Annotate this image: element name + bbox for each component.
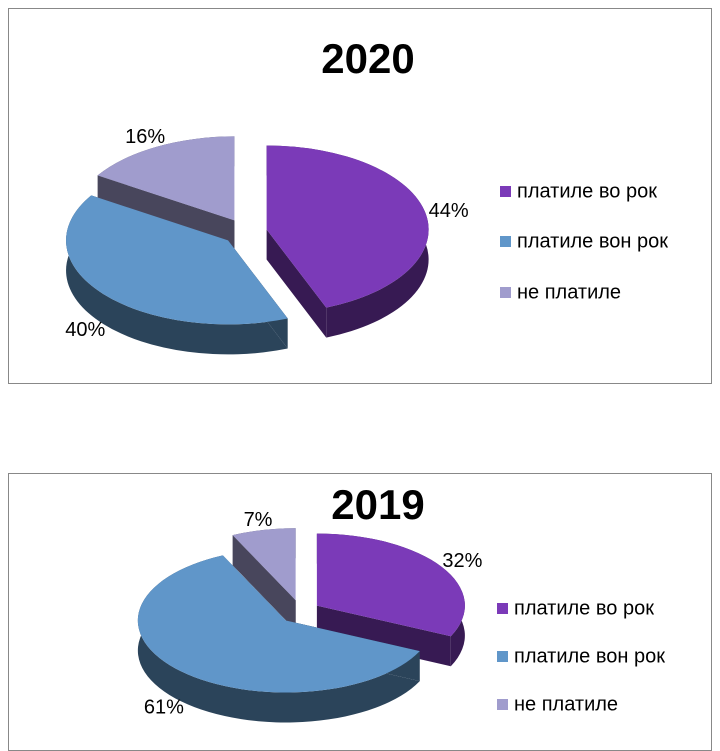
legend-swatch [500, 287, 511, 298]
data-label: 32% [442, 550, 482, 572]
data-label: 61% [144, 696, 184, 718]
data-label: 40% [65, 319, 105, 341]
pie-slice-side [66, 195, 288, 355]
pie-slice [316, 533, 465, 637]
legend-label: платиле вон рок [514, 645, 665, 667]
chart-title: 2019 [331, 481, 424, 528]
legend-label: не платиле [514, 693, 618, 715]
pie-tops [137, 528, 465, 693]
data-label: 16% [125, 126, 165, 148]
legend-label: платиле во рок [514, 597, 654, 619]
pie-slice [66, 195, 288, 325]
data-label: 44% [429, 200, 469, 222]
pie-slice [232, 528, 296, 601]
legend-swatch [500, 236, 511, 247]
pie-slice-side [266, 145, 327, 338]
pie-slice-side [97, 136, 235, 251]
data-label: 7% [244, 509, 273, 531]
pie-slice-side [316, 533, 451, 667]
pie-slice [266, 145, 429, 308]
legend-swatch [497, 699, 508, 710]
legend-label: не платиле [517, 281, 621, 303]
pie-slice [97, 136, 235, 221]
legend-swatch [497, 603, 508, 614]
pie-slice [137, 555, 420, 693]
pie-tops [66, 136, 429, 325]
chart-title: 2020 [321, 35, 414, 82]
legend-swatch [497, 651, 508, 662]
pie-slice-side [232, 528, 296, 631]
legend-label: платиле вон рок [517, 230, 668, 252]
legend-label: платиле во рок [517, 180, 657, 202]
legend-swatch [500, 186, 511, 197]
